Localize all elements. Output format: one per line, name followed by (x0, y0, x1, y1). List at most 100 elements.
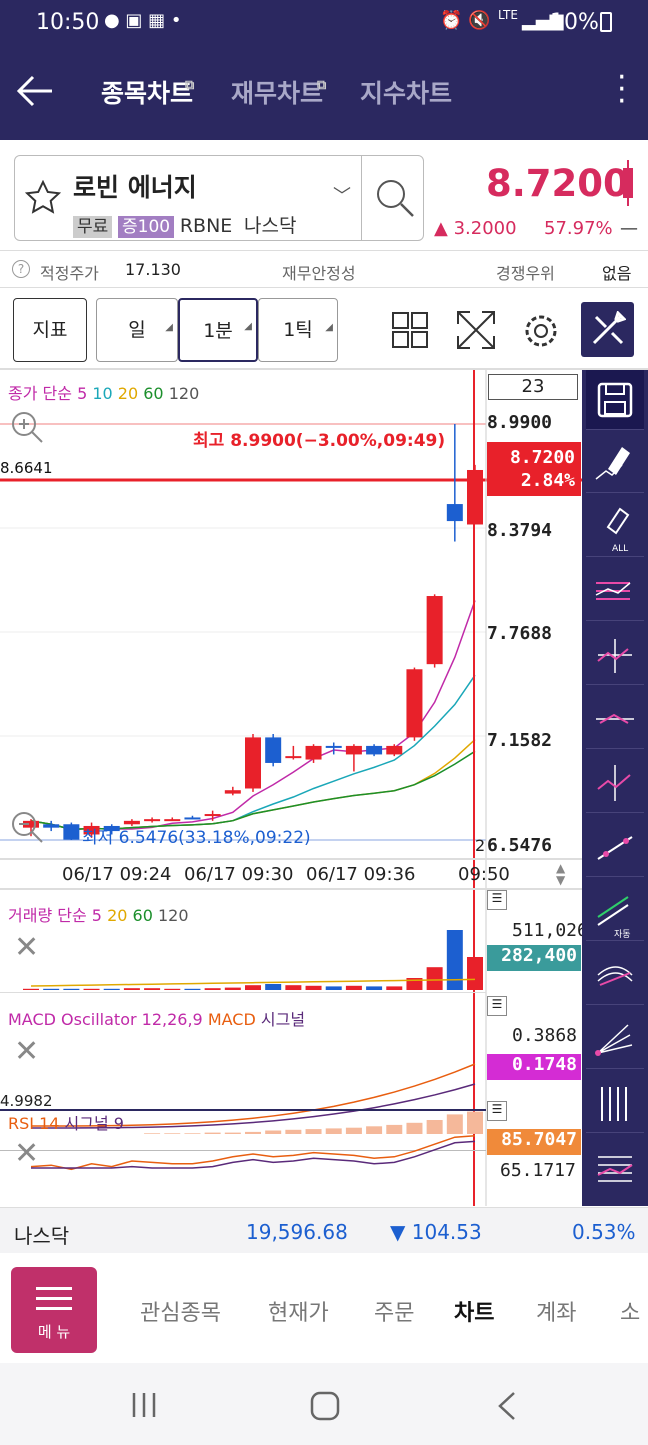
auto-trend-icon[interactable]: 자동 (586, 881, 644, 941)
finance-stability[interactable]: 재무안정성 (282, 264, 356, 283)
price-change-pct: 57.97% (544, 218, 613, 239)
status-time: 10:50 (36, 10, 100, 35)
candle-body (43, 824, 60, 828)
candle-body (366, 745, 383, 755)
scroll-arrows-icon[interactable]: ▲ ▼ (556, 861, 566, 887)
macd-osc-bar (426, 1120, 443, 1134)
zoom-out-icon[interactable] (10, 810, 44, 844)
macd-osc-bar (245, 1131, 261, 1134)
panel-menu-icon[interactable]: ☰ (487, 1101, 507, 1121)
volume-bar (204, 988, 221, 990)
macd-osc-bar (184, 1133, 201, 1134)
nav-current-price[interactable]: 현재가 (268, 1301, 329, 1326)
search-icon[interactable] (375, 178, 415, 218)
macd-osc-bar (406, 1122, 423, 1134)
signal-icon: ▂▄▆ (522, 10, 564, 31)
index-ticker-bar[interactable]: 나스닥 19,596.68 ▼ 104.53 0.53% (0, 1207, 648, 1253)
market: 나스닥 (244, 215, 297, 237)
candle-body (386, 745, 403, 755)
favorite-star-icon[interactable] (25, 180, 61, 214)
mini-candle-icon (623, 168, 633, 198)
one-tick-button[interactable]: 1틱 ◢ (258, 298, 338, 362)
horizontal-lines-icon[interactable] (586, 1137, 644, 1197)
nav-chart[interactable]: 차트 (454, 1301, 495, 1326)
candle-body (184, 817, 201, 820)
candle-body (123, 820, 140, 825)
zoom-in-icon[interactable] (10, 410, 44, 444)
index-value: 19,596.68 (246, 1220, 348, 1244)
day-button[interactable]: 일 ◢ (96, 298, 178, 362)
close-panel-icon[interactable]: ✕ (14, 1136, 40, 1171)
volume-bar (23, 988, 39, 990)
macd-legend: MACD Oscillator 12,26,9 MACD 시그널 (8, 1010, 306, 1029)
volume-bar (305, 985, 322, 990)
vertical-line-icon[interactable] (586, 753, 644, 813)
y-tick: 7.7688 (487, 623, 553, 644)
cycle-lines-icon[interactable] (586, 1073, 644, 1133)
more-menu-icon[interactable]: · · · (617, 60, 627, 119)
system-nav-bar (0, 1363, 648, 1445)
help-icon[interactable]: ? (12, 260, 30, 278)
back-icon[interactable] (496, 1391, 518, 1421)
competitive-advantage[interactable]: 경쟁우위 (496, 264, 555, 283)
fullscreen-icon[interactable] (456, 310, 496, 350)
volume-bar (467, 957, 483, 990)
nav-order[interactable]: 주문 (374, 1301, 415, 1326)
home-icon[interactable] (310, 1391, 340, 1421)
rsi-legend: RSI 14 시그널 9 (8, 1114, 124, 1133)
panel-menu-icon[interactable]: ☰ (487, 996, 507, 1016)
volume-bar (446, 930, 463, 990)
settings-gear-icon[interactable] (522, 312, 560, 350)
save-button[interactable] (586, 370, 644, 430)
arc-lines-icon[interactable] (586, 945, 644, 1005)
candle-body (144, 819, 161, 822)
panel-menu-icon[interactable]: ☰ (487, 890, 507, 910)
nav-watchlist[interactable]: 관심종목 (140, 1301, 221, 1326)
candle-body (164, 819, 181, 822)
candlestick-chart[interactable] (0, 370, 582, 1206)
volume-bar (184, 988, 201, 990)
fan-lines-icon[interactable] (586, 1009, 644, 1069)
recent-apps-icon[interactable] (130, 1391, 160, 1419)
candle-body (305, 745, 322, 760)
rsi-level: 65.1717 (500, 1160, 576, 1181)
tab-index-chart[interactable]: 지수차트 (360, 79, 453, 108)
free-badge: 무료 (73, 216, 113, 238)
bottom-nav: 메 뉴 관심종목 현재가 주문 차트 계좌 소 (0, 1253, 648, 1363)
hcl-lines-icon[interactable] (586, 561, 644, 621)
close-panel-icon[interactable]: ✕ (14, 1034, 40, 1069)
volume-bar (325, 986, 342, 990)
trend-line-icon[interactable] (586, 817, 644, 877)
crosshair-icon[interactable] (586, 625, 644, 685)
candle-body (325, 745, 342, 748)
tools-button[interactable] (581, 302, 634, 357)
back-arrow-icon[interactable] (16, 74, 54, 108)
candle-body (23, 820, 39, 828)
chevron-down-icon[interactable]: ﹀ (333, 186, 351, 207)
indicator-button[interactable]: 지표 (13, 298, 87, 362)
menu-button[interactable]: 메 뉴 (11, 1267, 97, 1353)
peak-line-icon[interactable] (586, 689, 644, 749)
close-panel-icon[interactable]: ✕ (14, 930, 40, 965)
stock-selector[interactable]: 로빈 에너지 무료 증100 RBNE 나스닥 ﹀ (14, 155, 424, 241)
volume-bar (43, 988, 60, 990)
macd-max: 0.3868 (512, 1025, 578, 1046)
margin-badge: 증100 (118, 216, 175, 238)
price-change: ▲ 3.2000 (434, 218, 517, 239)
macd-ref-label: 4.9982 (0, 1092, 53, 1110)
candle-count-box[interactable]: 23 (488, 374, 578, 400)
y-tick: 7.1582 (487, 730, 553, 751)
one-minute-button[interactable]: 1분 ◢ (178, 298, 258, 362)
candle-body (446, 504, 463, 522)
chart-area[interactable]: 종가 단순 5 10 20 60 120 23 최고 8.9900(−3.00%… (0, 370, 588, 1206)
ticker: RBNE (179, 215, 233, 237)
nav-account[interactable]: 계좌 (536, 1301, 577, 1326)
tab-stock-chart[interactable]: 종목차트 ⧉ (101, 78, 195, 108)
macd-line (30, 1063, 476, 1127)
layout-grid-icon[interactable] (392, 312, 428, 348)
eraser-icon[interactable] (586, 433, 644, 493)
tab-finance-chart[interactable]: 재무차트 ⧉ (231, 78, 327, 108)
nav-more[interactable]: 소 (620, 1301, 641, 1326)
eraser-all-icon[interactable]: ALL (586, 497, 644, 557)
macd-osc-bar (265, 1130, 282, 1134)
